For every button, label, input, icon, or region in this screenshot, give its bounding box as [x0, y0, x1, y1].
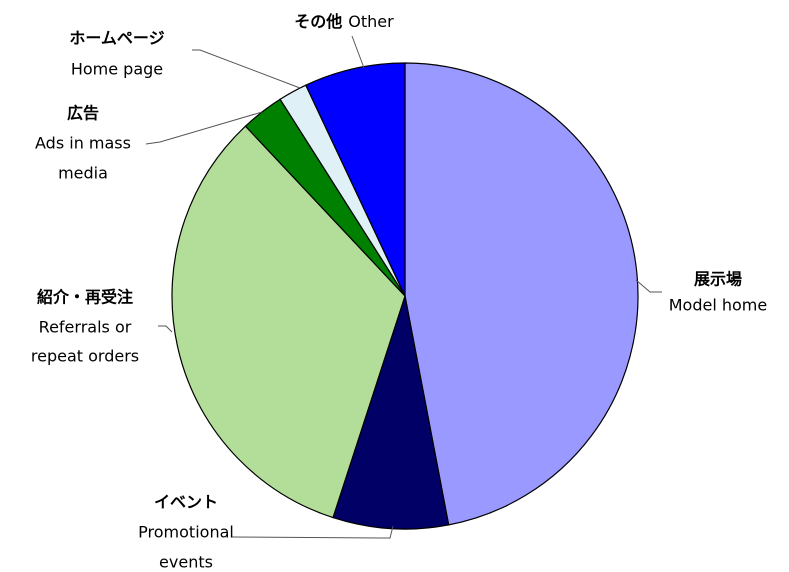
- english-label: media: [58, 164, 108, 183]
- english-label: events: [159, 553, 213, 572]
- english-label: Model home: [669, 296, 767, 315]
- labels: 展示場 Model home イベント Promotional events 紹介・再受注…: [31, 12, 767, 572]
- leader-line: [231, 525, 394, 539]
- category-label: 紹介・再受注: [37, 288, 133, 307]
- english-label: repeat orders: [31, 347, 139, 366]
- pie-slice: [171, 125, 406, 519]
- leader-line: [351, 35, 365, 69]
- pie-slice: [404, 62, 639, 526]
- leader-line: [192, 49, 301, 89]
- leader-line: [145, 111, 263, 145]
- leader-line: [635, 279, 662, 293]
- english-label: Other: [348, 12, 394, 31]
- category-label: その他 Other: [294, 12, 394, 31]
- category-label: イベント: [154, 493, 218, 512]
- english-label: Ads in mass: [35, 134, 131, 153]
- english-label: Home page: [71, 60, 163, 79]
- category-label: 広告: [67, 104, 99, 123]
- category-label-ja: その他: [294, 12, 342, 31]
- category-label: ホームページ: [69, 29, 164, 48]
- category-label: 展示場: [694, 270, 742, 289]
- pie: [171, 62, 639, 530]
- english-label: Referrals or: [39, 318, 132, 337]
- pie-slice: [332, 295, 450, 530]
- leader-line: [158, 325, 173, 333]
- english-label: Promotional: [138, 523, 234, 542]
- pie-slice: [304, 62, 406, 297]
